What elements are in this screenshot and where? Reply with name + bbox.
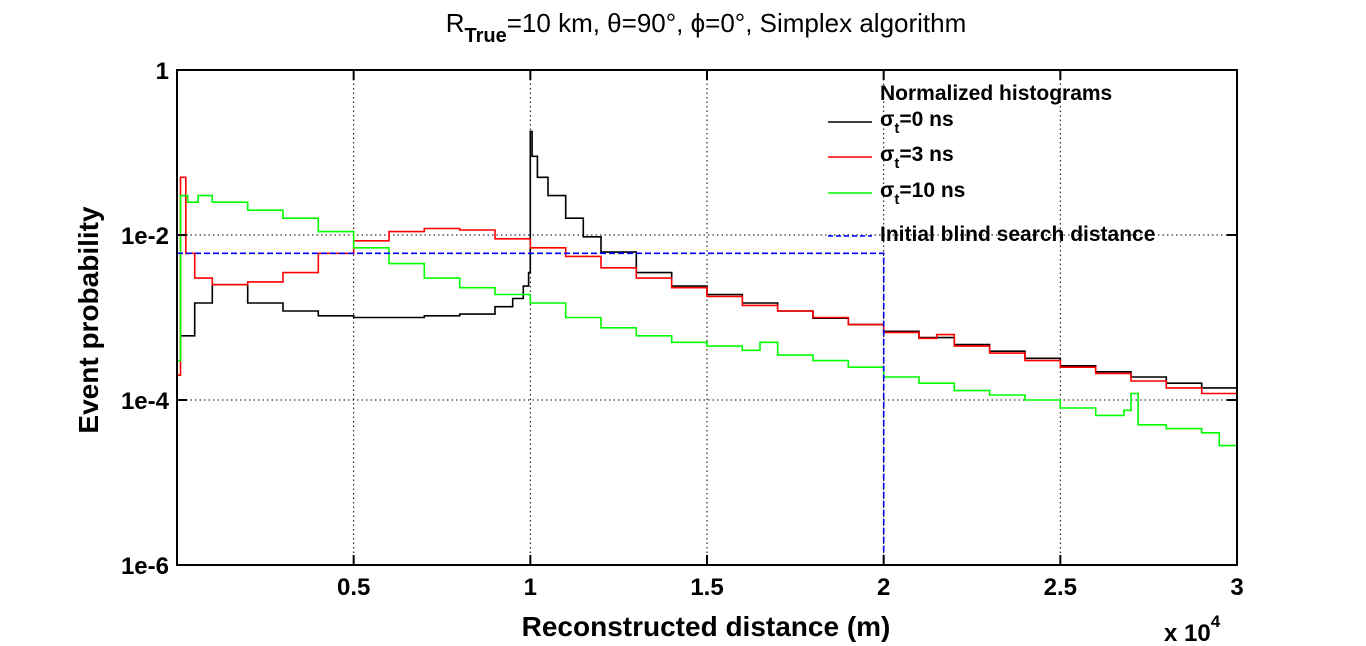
x-tick-label: 2.5 bbox=[1044, 574, 1077, 601]
x-tick-label: 2 bbox=[877, 574, 890, 601]
series-line-0 bbox=[180, 130, 1238, 394]
x-tick-label: 1 bbox=[524, 574, 537, 601]
legend-entry-sigma10: σt=10 ns bbox=[880, 179, 965, 208]
x-multiplier: x 104 bbox=[1164, 612, 1221, 646]
series-layer bbox=[177, 130, 1238, 565]
series-line-1 bbox=[177, 176, 1238, 400]
x-axis-label: Reconstructed distance (m) bbox=[522, 611, 891, 642]
y-axis-label: Event probability bbox=[73, 206, 104, 434]
legend: Normalized histograms σt=0 ns σt=3 ns σt… bbox=[828, 82, 1155, 246]
y-tick-label: 1e-6 bbox=[121, 553, 169, 580]
chart-title: RTrue=10 km, θ=90°, ϕ=0°, Simplex algori… bbox=[446, 8, 967, 47]
x-tick-label: 0.5 bbox=[337, 574, 370, 601]
legend-entry-sigma3: σt=3 ns bbox=[880, 143, 954, 172]
legend-entry-sigma0: σt=0 ns bbox=[880, 108, 954, 137]
legend-title: Normalized histograms bbox=[880, 82, 1112, 105]
grid-lines bbox=[177, 70, 1237, 565]
series-line-3 bbox=[177, 252, 885, 565]
x-tick-label: 1.5 bbox=[690, 574, 723, 601]
y-tick-label: 1e-2 bbox=[121, 223, 169, 250]
y-tick-label: 1 bbox=[156, 58, 169, 85]
x-tick-label: 3 bbox=[1230, 574, 1243, 601]
x-tick-labels: 0.5 1 1.5 2 2.5 3 bbox=[337, 574, 1244, 601]
ticks bbox=[177, 69, 1238, 566]
y-tick-labels: 1e-6 1e-4 1e-2 1 bbox=[121, 58, 170, 580]
legend-entry-blind-search: Initial blind search distance bbox=[880, 223, 1155, 246]
y-tick-label: 1e-4 bbox=[121, 388, 170, 415]
series-line-2 bbox=[177, 194, 1238, 447]
